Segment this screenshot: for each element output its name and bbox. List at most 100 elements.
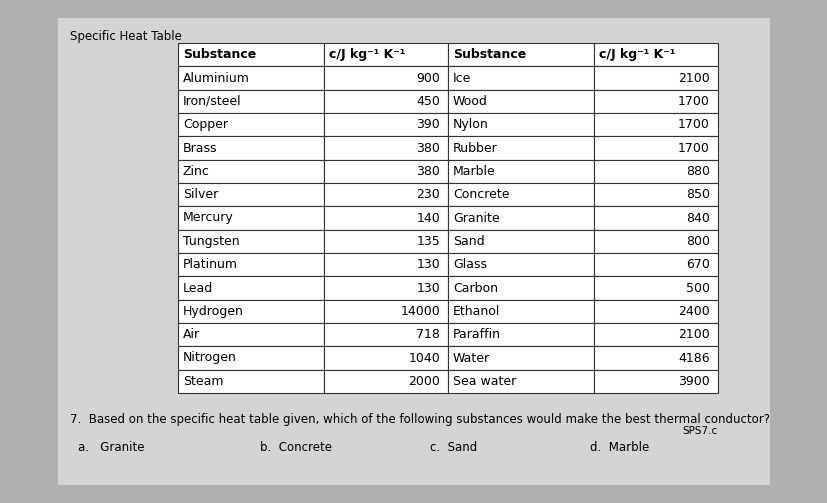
Bar <box>447 276 593 300</box>
Bar <box>593 113 717 136</box>
Bar <box>178 43 323 66</box>
Text: Tungsten: Tungsten <box>183 235 239 248</box>
Text: Hydrogen: Hydrogen <box>183 305 244 318</box>
Text: 2100: 2100 <box>677 328 709 341</box>
Text: 450: 450 <box>416 95 439 108</box>
Text: 670: 670 <box>686 258 709 271</box>
Text: d.  Marble: d. Marble <box>590 441 648 454</box>
Text: Rubber: Rubber <box>452 141 497 154</box>
Bar <box>323 230 447 253</box>
Text: Wood: Wood <box>452 95 487 108</box>
Text: 380: 380 <box>416 165 439 178</box>
Bar <box>447 206 593 230</box>
Bar <box>323 276 447 300</box>
Bar <box>593 183 717 206</box>
Text: 2400: 2400 <box>677 305 709 318</box>
Text: 7.  Based on the specific heat table given, which of the following substances wo: 7. Based on the specific heat table give… <box>70 413 769 426</box>
Bar <box>447 183 593 206</box>
Text: Sand: Sand <box>452 235 484 248</box>
Bar <box>593 323 717 347</box>
Text: Specific Heat Table: Specific Heat Table <box>70 30 182 43</box>
Text: 500: 500 <box>686 282 709 294</box>
Text: 718: 718 <box>416 328 439 341</box>
Bar <box>593 136 717 159</box>
Bar <box>178 323 323 347</box>
Text: 380: 380 <box>416 141 439 154</box>
Text: SPS7.c: SPS7.c <box>682 426 717 436</box>
Text: Copper: Copper <box>183 118 227 131</box>
Text: Substance: Substance <box>452 48 526 61</box>
Bar <box>447 347 593 370</box>
Text: Zinc: Zinc <box>183 165 209 178</box>
Text: 850: 850 <box>686 188 709 201</box>
Bar <box>593 206 717 230</box>
Text: Mercury: Mercury <box>183 211 233 224</box>
Text: Iron/steel: Iron/steel <box>183 95 241 108</box>
Text: 4186: 4186 <box>677 352 709 365</box>
Bar <box>323 183 447 206</box>
Text: Water: Water <box>452 352 490 365</box>
Bar <box>323 113 447 136</box>
Text: 800: 800 <box>686 235 709 248</box>
Bar <box>178 370 323 393</box>
Bar <box>178 66 323 90</box>
Bar <box>593 276 717 300</box>
Text: 130: 130 <box>416 258 439 271</box>
Text: Granite: Granite <box>452 211 499 224</box>
Text: 390: 390 <box>416 118 439 131</box>
Text: Brass: Brass <box>183 141 218 154</box>
Bar <box>323 90 447 113</box>
Bar <box>178 276 323 300</box>
Text: c.  Sand: c. Sand <box>429 441 476 454</box>
Text: 880: 880 <box>686 165 709 178</box>
Bar <box>447 113 593 136</box>
Bar <box>178 300 323 323</box>
Bar <box>447 159 593 183</box>
Text: Nylon: Nylon <box>452 118 488 131</box>
Text: Ice: Ice <box>452 71 471 85</box>
Text: 140: 140 <box>416 211 439 224</box>
Text: Nitrogen: Nitrogen <box>183 352 237 365</box>
Text: Marble: Marble <box>452 165 495 178</box>
Text: 1700: 1700 <box>677 118 709 131</box>
Text: Aluminium: Aluminium <box>183 71 250 85</box>
Bar <box>447 253 593 276</box>
Bar <box>178 253 323 276</box>
Bar <box>323 323 447 347</box>
Bar <box>323 370 447 393</box>
Bar <box>593 347 717 370</box>
Text: a.   Granite: a. Granite <box>78 441 145 454</box>
Text: 2100: 2100 <box>677 71 709 85</box>
Bar <box>593 43 717 66</box>
Text: 3900: 3900 <box>677 375 709 388</box>
Bar <box>447 323 593 347</box>
Text: Paraffin: Paraffin <box>452 328 500 341</box>
Text: Ethanol: Ethanol <box>452 305 500 318</box>
Text: 1040: 1040 <box>408 352 439 365</box>
Bar <box>178 159 323 183</box>
Text: 135: 135 <box>416 235 439 248</box>
Bar <box>593 253 717 276</box>
Text: 14000: 14000 <box>399 305 439 318</box>
Bar <box>58 18 769 485</box>
Bar <box>178 183 323 206</box>
Bar <box>447 370 593 393</box>
Bar <box>178 90 323 113</box>
Bar <box>593 230 717 253</box>
Bar <box>178 113 323 136</box>
Bar <box>323 347 447 370</box>
Text: b.  Concrete: b. Concrete <box>260 441 332 454</box>
Bar <box>323 253 447 276</box>
Bar <box>593 66 717 90</box>
Text: 2000: 2000 <box>408 375 439 388</box>
Bar <box>593 370 717 393</box>
Text: 1700: 1700 <box>677 95 709 108</box>
Bar <box>178 230 323 253</box>
Bar <box>178 136 323 159</box>
Text: Silver: Silver <box>183 188 218 201</box>
Text: 130: 130 <box>416 282 439 294</box>
Text: Lead: Lead <box>183 282 213 294</box>
Bar <box>593 90 717 113</box>
Text: 900: 900 <box>416 71 439 85</box>
Bar <box>447 230 593 253</box>
